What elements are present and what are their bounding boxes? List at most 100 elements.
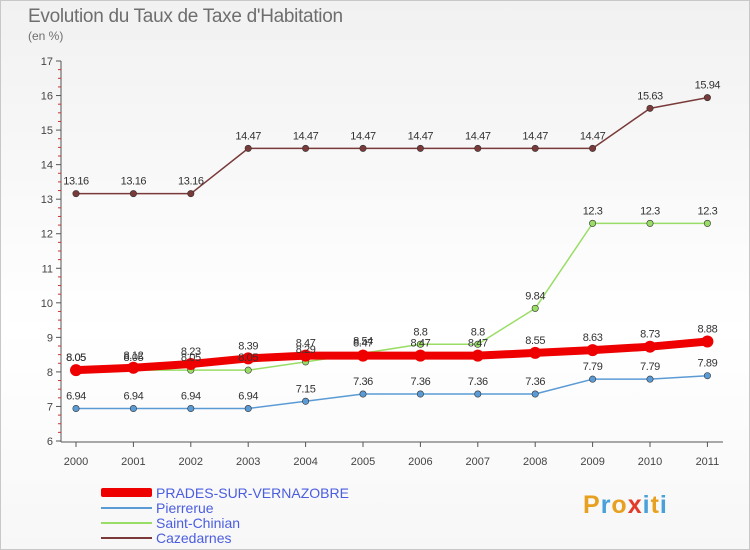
logo-letter: x [627,491,643,519]
x-tick-label: 2010 [638,456,662,468]
data-label: 8.8 [413,326,427,338]
data-label: 8.29 [296,344,316,356]
data-label: 14.47 [465,130,491,142]
data-label: 8.8 [471,326,485,338]
data-label: 8.54 [353,335,373,347]
series-line-1 [75,374,709,410]
data-point [531,390,539,398]
data-label: 13.16 [178,176,204,188]
legend-label-cazedarnes: Cazedarnes [156,530,232,546]
legend-swatch-pierrerue [101,507,152,509]
series-line-2 [75,222,709,371]
data-label: 15.94 [695,80,721,92]
data-label: 13.16 [63,176,89,188]
x-tick-label: 2011 [696,456,720,468]
data-point [127,361,140,374]
data-point [244,144,252,152]
data-point [589,219,597,227]
data-label: 8.55 [525,335,545,347]
data-label: 9.84 [525,290,545,302]
data-label: 14.47 [350,130,376,142]
data-point [416,340,424,348]
data-label: 8.47 [296,338,316,350]
data-point [416,144,424,152]
data-label: 13.16 [121,176,147,188]
data-point [414,349,427,362]
data-point [244,405,252,413]
data-point [589,144,597,152]
y-tick-label: 6 [47,436,53,448]
logo-letter: r [600,491,612,519]
data-point [474,144,482,152]
data-label: 7.79 [640,361,660,373]
x-tick-label: 2001 [121,456,145,468]
data-point [703,94,711,102]
data-label: 8.47 [410,338,430,350]
data-point [187,405,195,413]
legend-item-prades: PRADES-SUR-VERNAZOBRE [101,485,401,501]
data-point [72,190,80,198]
data-point [589,375,597,383]
legend-label-prades: PRADES-SUR-VERNAZOBRE [156,485,349,501]
data-point [72,405,80,413]
data-point [129,405,137,413]
x-tick-label: 2002 [179,456,203,468]
x-tick-label: 2008 [523,456,547,468]
data-label: 7.89 [697,358,717,370]
data-point [242,352,255,365]
data-label: 8.39 [238,340,258,352]
y-tick-label: 8 [47,367,53,379]
data-point [244,366,252,374]
data-point [646,219,654,227]
data-label: 8.05 [238,352,258,364]
chart-unit-label: (en %) [28,29,64,43]
data-label: 7.15 [296,383,316,395]
y-tick-label: 11 [42,263,53,275]
x-tick-label: 2007 [466,456,490,468]
logo-letter: i [642,491,651,519]
data-point [703,219,711,227]
data-label: 15.63 [637,90,663,102]
x-tick-label: 2004 [293,456,317,468]
data-label: 12.3 [583,205,603,217]
legend-item-saint-chinian: Saint-Chinian [101,515,401,531]
y-tick-label: 14 [41,160,53,172]
chart-title: Evolution du Taux de Taxe d'Habitation [28,6,343,27]
data-point [703,372,711,380]
data-label: 6.94 [123,391,143,403]
data-label: 8.05 [66,352,86,364]
data-label: 8.47 [353,338,373,350]
data-label: 7.36 [468,376,488,388]
data-point [529,346,542,359]
legend-swatch-cazedarnes [101,537,152,539]
data-point [359,144,367,152]
data-point [646,375,654,383]
data-label: 7.36 [410,376,430,388]
data-label: 14.47 [293,130,319,142]
data-point [701,335,714,348]
data-label: 8.05 [123,352,143,364]
y-tick-label: 15 [41,125,53,137]
x-tick-label: 2005 [351,456,375,468]
data-label: 14.47 [235,130,261,142]
data-label: 6.94 [238,391,258,403]
data-point [531,144,539,152]
x-tick-label: 2009 [580,456,604,468]
data-label: 8.63 [583,332,603,344]
data-label: 14.47 [580,130,606,142]
series-line-0 [72,337,712,375]
legend-swatch-saint-chinian [101,522,152,524]
data-point [359,390,367,398]
data-label: 8.73 [640,329,660,341]
data-label: 8.47 [468,338,488,350]
data-point [474,390,482,398]
data-label: 8.05 [181,352,201,364]
data-label: 14.47 [522,130,548,142]
y-tick-label: 16 [41,91,53,103]
logo-letter: t [650,491,660,519]
logo-letter: o [611,491,628,519]
data-point [357,349,369,362]
data-point [471,349,484,362]
data-label: 8.05 [66,352,86,364]
